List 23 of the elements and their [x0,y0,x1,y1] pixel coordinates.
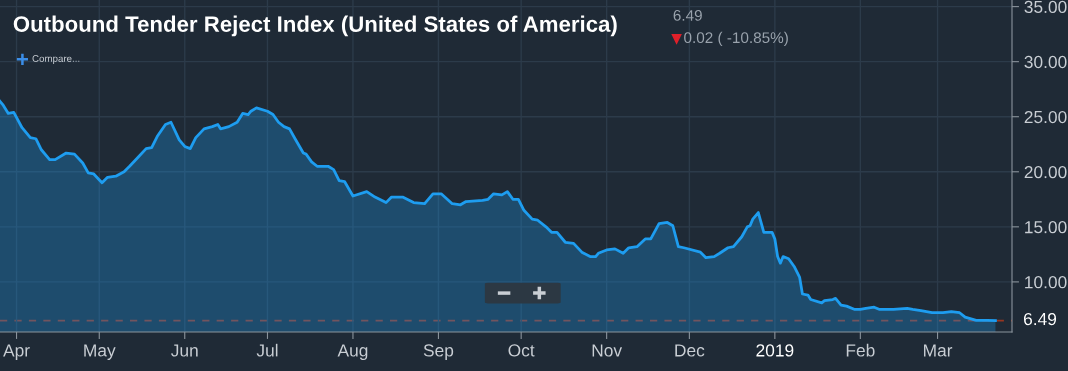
y-tick-label: 35.00 [1024,0,1067,14]
x-tick-label: Jun [171,344,198,357]
x-tick-label: Nov [592,344,623,357]
x-tick-label: May [84,344,116,360]
y-tick-label: 10.00 [1025,276,1067,289]
x-tick-label: Jul [256,343,278,357]
annotation: Compare... [32,55,80,64]
x-tick-label: Mar [924,344,953,357]
ref-line-label: 6.49 [1023,312,1057,326]
x-tick-label: Oct [508,344,535,357]
y-tick-label: 15.00 [1025,221,1067,234]
x-tick-label: Aug [337,344,368,360]
y-tick-label: 30.00 [1024,55,1067,69]
x-tick-label: 2019 [756,344,794,357]
annotation: 6.49 [673,9,702,21]
annotation: 0.02 ( -10.85%) [684,31,788,47]
y-tick-label: 25.00 [1024,110,1067,124]
x-tick-label: Apr [3,344,30,360]
x-tick-label: Sep [423,344,454,360]
x-tick-label: Dec [675,344,705,357]
y-tick-label: 20.00 [1024,165,1067,179]
x-tick-label: Feb [846,343,875,357]
text: Outbound Tender Reject Index (United States of America) [13,15,617,37]
